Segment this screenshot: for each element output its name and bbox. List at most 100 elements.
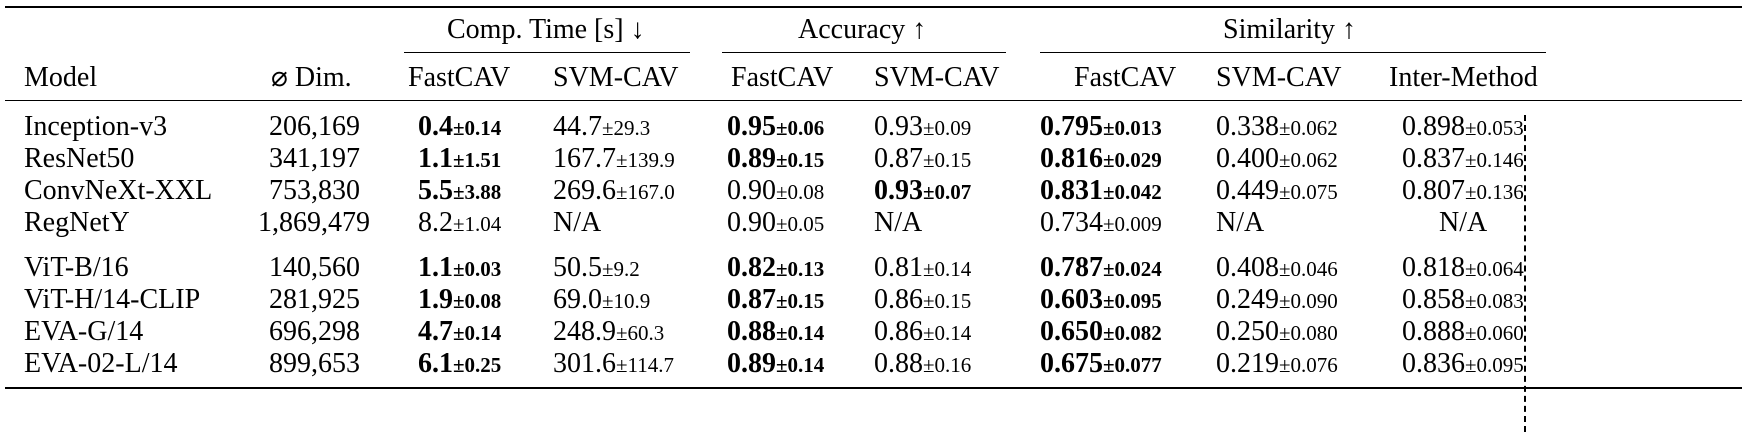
cell-std: ±0.15 <box>776 289 825 313</box>
cell-std: ±0.16 <box>923 353 972 377</box>
cell-std: ±0.090 <box>1279 289 1338 313</box>
cell-t-s: 69.0±10.9 <box>553 284 650 317</box>
cell-model: ResNet50 <box>24 143 134 175</box>
cell-std: ±0.042 <box>1103 180 1162 204</box>
cell-s-f: 0.675±0.077 <box>1040 348 1162 381</box>
cell-std: ±0.06 <box>776 116 825 140</box>
cell-a-f: 0.87±0.15 <box>727 284 824 317</box>
cell-s-f: 0.787±0.024 <box>1040 252 1162 285</box>
cell-std: ±10.9 <box>602 289 651 313</box>
cell-std: ±0.15 <box>923 289 972 313</box>
col-header-acc-svmcav: SVM-CAV <box>874 62 1000 93</box>
cell-a-s: 0.86±0.15 <box>874 284 971 317</box>
col-header-acc-fastcav: FastCAV <box>731 62 834 93</box>
cell-s-s: 0.219±0.076 <box>1216 348 1338 381</box>
col-header-inter-method: Inter-Method <box>1389 62 1538 93</box>
cell-value: 0.90 <box>727 207 776 238</box>
cell-std: ±0.14 <box>923 321 972 345</box>
cell-s-i: 0.836±0.095 <box>1402 348 1524 381</box>
cell-value: ConvNeXt-XXL <box>24 175 213 206</box>
cell-dim: 341,197 <box>269 143 360 175</box>
cell-t-f: 4.7±0.14 <box>418 316 501 349</box>
cell-s-i: 0.807±0.136 <box>1402 175 1524 208</box>
cell-std: ±0.083 <box>1465 289 1524 313</box>
cell-value: 0.831 <box>1040 175 1103 206</box>
cell-value: N/A <box>874 207 923 238</box>
cell-value: 0.603 <box>1040 284 1103 315</box>
cell-std: ±0.075 <box>1279 180 1338 204</box>
cell-model: RegNetY <box>24 207 130 239</box>
cell-s-f: 0.650±0.082 <box>1040 316 1162 349</box>
cell-s-i: 0.818±0.064 <box>1402 252 1524 285</box>
cell-value: 753,830 <box>269 175 360 206</box>
cell-value: 0.338 <box>1216 111 1279 142</box>
col-header-model: Model <box>24 62 98 93</box>
cell-value: N/A <box>1439 207 1488 238</box>
cell-std: ±0.14 <box>776 321 825 345</box>
cell-s-f: 0.734±0.009 <box>1040 207 1162 240</box>
cell-value: 696,298 <box>269 316 360 347</box>
cell-std: ±0.25 <box>453 353 502 377</box>
cell-std: ±0.14 <box>453 116 502 140</box>
cell-t-s: 44.7±29.3 <box>553 111 650 144</box>
cell-value: 0.219 <box>1216 348 1279 379</box>
cell-value: 0.807 <box>1402 175 1465 206</box>
cell-value: 0.898 <box>1402 111 1465 142</box>
cell-value: 0.888 <box>1402 316 1465 347</box>
cell-std: ±0.013 <box>1103 116 1162 140</box>
cell-std: ±0.064 <box>1465 257 1524 281</box>
cell-s-i: 0.837±0.146 <box>1402 143 1524 176</box>
cell-value: 0.449 <box>1216 175 1279 206</box>
group-rule-comp-time <box>404 52 690 53</box>
cell-value: 0.86 <box>874 284 923 315</box>
group-rule-accuracy <box>722 52 1006 53</box>
cell-t-f: 5.5±3.88 <box>418 175 501 208</box>
cell-value: 0.81 <box>874 252 923 283</box>
cell-value: 44.7 <box>553 111 602 142</box>
cell-std: ±0.15 <box>776 148 825 172</box>
bottom-rule <box>5 387 1742 389</box>
group-header-similarity: Similarity ↑ <box>1223 14 1356 45</box>
cell-std: ±0.080 <box>1279 321 1338 345</box>
cell-value: 0.734 <box>1040 207 1103 238</box>
cell-s-i: 0.858±0.083 <box>1402 284 1524 317</box>
cell-t-s: 50.5±9.2 <box>553 252 640 285</box>
cell-std: ±0.060 <box>1465 321 1524 345</box>
cell-std: ±0.14 <box>776 353 825 377</box>
cell-s-s: 0.400±0.062 <box>1216 143 1338 176</box>
cell-t-s: 269.6±167.0 <box>553 175 675 208</box>
cell-model: EVA-G/14 <box>24 316 143 348</box>
cell-std: ±0.146 <box>1465 148 1524 172</box>
cell-s-s: 0.338±0.062 <box>1216 111 1338 144</box>
cell-std: ±1.51 <box>453 148 502 172</box>
cell-std: ±0.046 <box>1279 257 1338 281</box>
cell-model: EVA-02-L/14 <box>24 348 177 380</box>
cell-a-f: 0.82±0.13 <box>727 252 824 285</box>
cell-a-f: 0.88±0.14 <box>727 316 824 349</box>
cell-value: 0.816 <box>1040 143 1103 174</box>
cell-value: 206,169 <box>269 111 360 142</box>
cell-value: 0.89 <box>727 143 776 174</box>
cell-value: 167.7 <box>553 143 616 174</box>
cell-value: 0.249 <box>1216 284 1279 315</box>
cell-model: ViT-H/14-CLIP <box>24 284 200 316</box>
cell-s-s: 0.408±0.046 <box>1216 252 1338 285</box>
cell-s-f: 0.795±0.013 <box>1040 111 1162 144</box>
cell-s-f: 0.816±0.029 <box>1040 143 1162 176</box>
cell-std: ±0.14 <box>453 321 502 345</box>
col-header-sim-svmcav: SVM-CAV <box>1216 62 1342 93</box>
cell-a-s: 0.93±0.07 <box>874 175 971 208</box>
cell-s-s: N/A <box>1216 207 1264 239</box>
cell-std: ±0.082 <box>1103 321 1162 345</box>
cell-s-f: 0.831±0.042 <box>1040 175 1162 208</box>
cell-std: ±0.09 <box>923 116 972 140</box>
cell-value: 0.837 <box>1402 143 1465 174</box>
col-header-dim: ⌀ Dim. <box>271 62 352 93</box>
cell-std: ±0.15 <box>923 148 972 172</box>
cell-value: N/A <box>553 207 602 238</box>
cell-value: 0.93 <box>874 175 923 206</box>
col-header-time-svmcav: SVM-CAV <box>553 62 679 93</box>
cell-std: ±0.13 <box>776 257 825 281</box>
cell-value: 0.408 <box>1216 252 1279 283</box>
cell-a-f: 0.89±0.14 <box>727 348 824 381</box>
